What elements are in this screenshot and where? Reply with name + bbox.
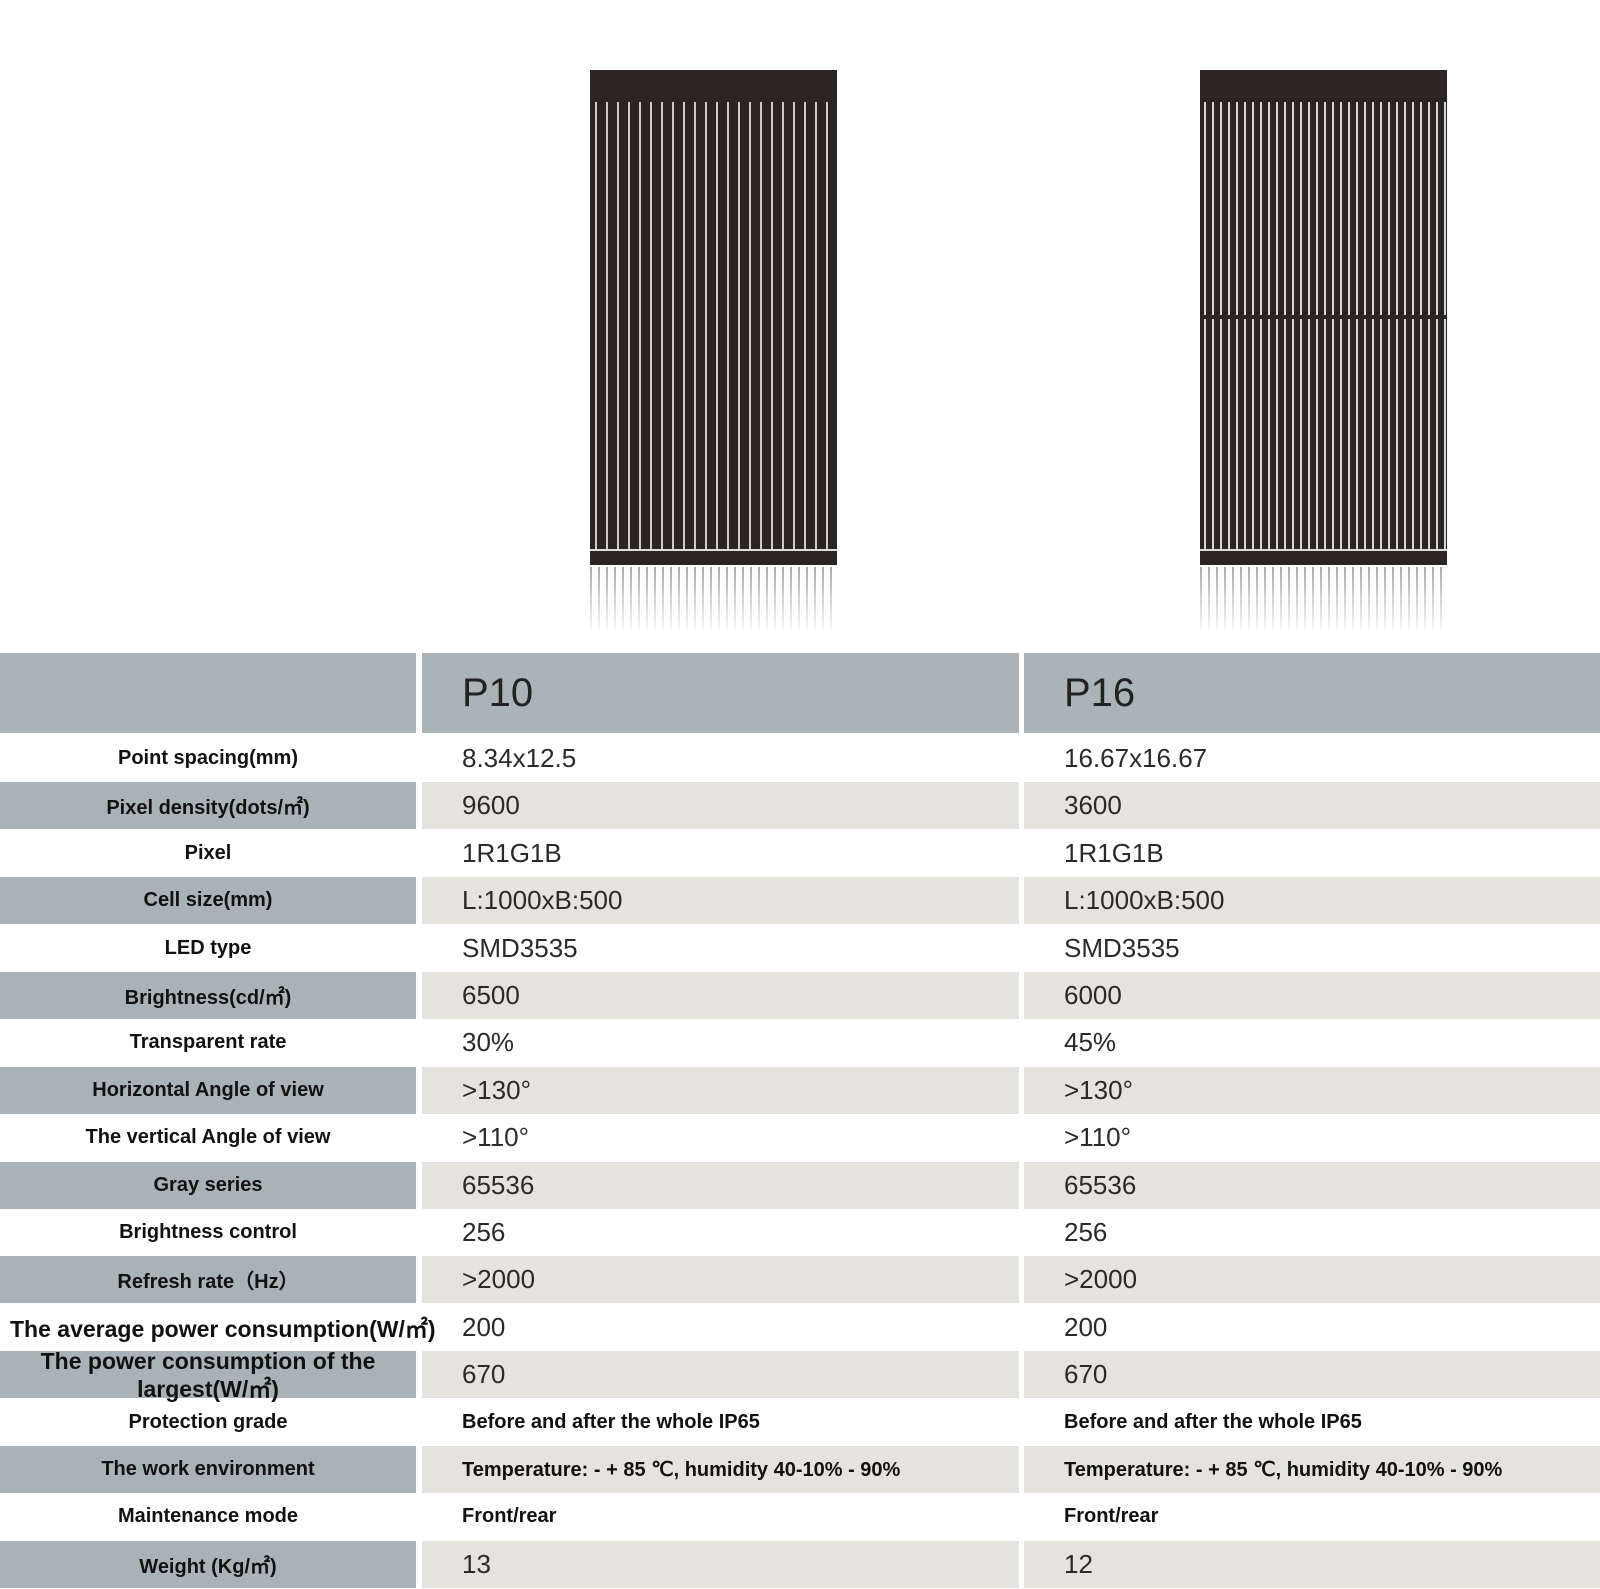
table-row: The average power consumption(W/㎡) 200 200 [0, 1304, 1600, 1351]
p10-value: 13 [422, 1540, 1019, 1588]
spec-label: Maintenance mode [117, 1505, 299, 1528]
spec-label: The work environment [0, 1446, 416, 1493]
table-row: The vertical Angle of view >110° >110° [0, 1114, 1600, 1161]
p10-value: >110° [462, 1122, 530, 1153]
spec-label: Brightness(cd/㎡) [0, 972, 416, 1019]
p16-value: 1R1G1B [1064, 837, 1164, 868]
table-row: Pixel 1R1G1B 1R1G1B [0, 830, 1600, 877]
p10-value: SMD3535 [462, 932, 578, 963]
p16-value: Front/rear [1064, 1505, 1159, 1528]
p10-value: >2000 [422, 1256, 1019, 1304]
product-name: P10 [462, 671, 534, 715]
table-row: Brightness(cd/㎡) 6500 6000 [0, 972, 1600, 1019]
p16-value: 670 [1024, 1351, 1600, 1399]
table-row: Horizontal Angle of view >130° >130° [0, 1066, 1600, 1114]
p10-value: 200 [462, 1311, 506, 1342]
p16-value: Temperature: - + 85 ℃, humidity 40-10% -… [1024, 1446, 1600, 1493]
table-row: The power consumption of the largest(W/㎡… [0, 1348, 1600, 1402]
spec-label: Brightness control [119, 1221, 297, 1243]
table-row: LED type SMD3535 SMD3535 [0, 925, 1600, 972]
spec-label: Transparent rate [129, 1031, 287, 1054]
p16-value: 65536 [1024, 1161, 1600, 1209]
p16-value: 3600 [1024, 782, 1600, 830]
header-p16: P16 [1024, 653, 1600, 733]
p16-led-panel-image [1200, 70, 1447, 565]
p10-led-panel-image [590, 70, 837, 565]
header-p10: P10 [422, 653, 1019, 733]
table-row: Protection grade Before and after the who… [0, 1399, 1600, 1446]
table-row: The work environment Temperature: - + 85 … [0, 1446, 1600, 1493]
table-row: Refresh rate（Hz） >2000 >2000 [0, 1256, 1600, 1304]
spec-label: Refresh rate（Hz） [0, 1256, 416, 1304]
spec-label: Point spacing(mm) [117, 747, 298, 769]
p10-value: 8.34x12.5 [462, 743, 577, 773]
p10-value: 65536 [422, 1161, 1019, 1209]
spec-label: The vertical Angle of view [85, 1126, 331, 1149]
p16-value: >110° [1064, 1122, 1132, 1153]
p16-value: 45% [1064, 1027, 1117, 1058]
p10-value: Before and after the whole IP65 [462, 1410, 760, 1433]
p10-value: 9600 [422, 782, 1019, 830]
spec-label: The average power consumption(W/㎡) [10, 1316, 436, 1343]
p10-value: Temperature: - + 85 ℃, humidity 40-10% -… [422, 1446, 1019, 1493]
table-row: Pixel density(dots/㎡) 9600 3600 [0, 782, 1600, 830]
p16-value: SMD3535 [1064, 932, 1180, 963]
p16-value: L:1000xB:500 [1024, 877, 1600, 925]
table-row: Transparent rate 30% 45% [0, 1019, 1600, 1066]
p16-value: 256 [1064, 1217, 1108, 1247]
spec-label: Protection grade [128, 1410, 288, 1433]
p10-value: 670 [422, 1351, 1019, 1399]
p10-value: 30% [462, 1027, 515, 1058]
spec-label: Pixel density(dots/㎡) [0, 782, 416, 830]
table-row: Brightness control 256 256 [0, 1209, 1600, 1256]
p16-value: Before and after the whole IP65 [1064, 1410, 1362, 1433]
p16-panel-reflection [1200, 567, 1447, 635]
table-row: Weight (Kg/㎡) 13 12 [0, 1540, 1600, 1588]
p10-value: L:1000xB:500 [422, 877, 1019, 925]
spec-label: LED type [164, 936, 252, 959]
p10-value: Front/rear [462, 1505, 557, 1528]
spec-label: Cell size(mm) [0, 877, 416, 925]
spec-label: Weight (Kg/㎡) [0, 1540, 416, 1588]
table-row: Gray series 65536 65536 [0, 1161, 1600, 1209]
p16-value: >2000 [1024, 1256, 1600, 1304]
table-row: Maintenance mode Front/rear Front/rear [0, 1493, 1600, 1540]
spec-label: Gray series [0, 1161, 416, 1209]
spec-label: Horizontal Angle of view [0, 1066, 416, 1114]
p16-value: 12 [1024, 1540, 1600, 1588]
product-name: P16 [1064, 671, 1136, 715]
p10-panel-reflection [590, 567, 837, 635]
p16-value: 200 [1064, 1311, 1108, 1342]
p10-value: 256 [462, 1217, 506, 1247]
p16-value: 6000 [1024, 972, 1600, 1019]
spec-label: Pixel [184, 841, 232, 864]
p10-value: 1R1G1B [462, 837, 562, 868]
p10-value: 6500 [422, 972, 1019, 1019]
spec-label: The power consumption of the largest(W/㎡… [0, 1348, 416, 1402]
p16-value: >130° [1024, 1066, 1600, 1114]
p10-value: >130° [422, 1066, 1019, 1114]
table-row: Point spacing(mm) 8.34x12.5 16.67x16.67 [0, 735, 1600, 782]
header-blank-cell [0, 653, 416, 733]
p16-value: 16.67x16.67 [1064, 743, 1208, 773]
table-row: Cell size(mm) L:1000xB:500 L:1000xB:500 [0, 877, 1600, 925]
